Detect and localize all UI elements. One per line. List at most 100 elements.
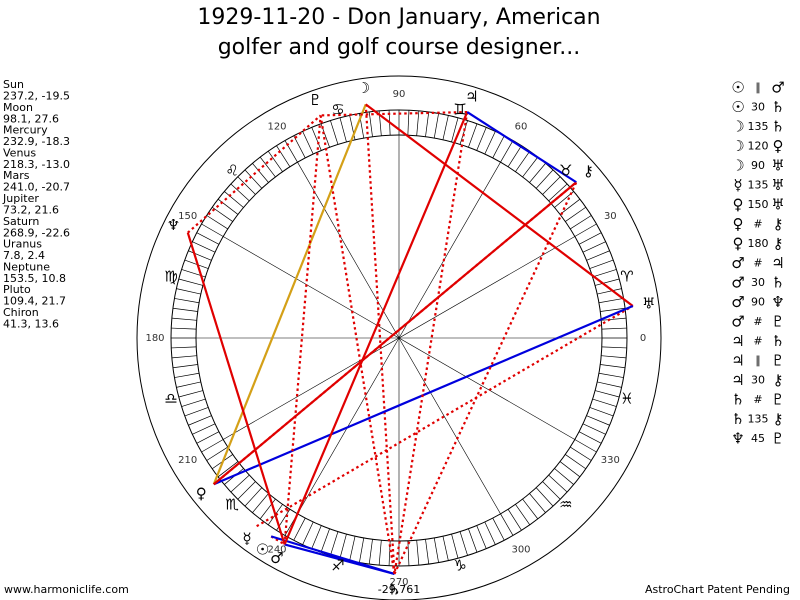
degree-tick [468, 123, 478, 148]
degree-tick [311, 525, 322, 549]
aspect-planet: ♄ [771, 274, 784, 292]
aspect-type: 45 [751, 432, 765, 445]
planet-glyph: ☉ [256, 540, 269, 558]
planet-name: Sun [3, 78, 24, 91]
degree-tick [178, 278, 204, 286]
aspect-planet: ♀ [733, 235, 744, 253]
degree-ticks [171, 110, 627, 566]
degree-tick [181, 398, 206, 407]
degree-tick [237, 481, 256, 500]
aspect-planet: ♇ [771, 352, 784, 370]
sign-glyph: ♋ [331, 101, 344, 119]
degree-tick [600, 364, 626, 369]
dial-label: 240 [267, 544, 286, 555]
degree-tick [559, 198, 581, 215]
dial-label: 150 [178, 211, 197, 222]
degree-tick [172, 307, 198, 312]
aspect-line [320, 110, 468, 117]
aspect-type: ∥ [755, 81, 761, 94]
planet-position: 153.5, 10.8 [3, 272, 66, 285]
aspect-line [283, 111, 469, 545]
degree-tick [565, 454, 586, 470]
degree-tick [293, 135, 306, 159]
degree-tick [330, 120, 339, 145]
planet-name: Venus [3, 146, 36, 159]
degree-tick [542, 176, 561, 195]
dial-label: 90 [393, 89, 406, 100]
degree-tick [252, 163, 269, 183]
planet-glyph: ♅ [642, 294, 655, 312]
sign-glyph: ♈ [620, 267, 633, 285]
degree-tick [600, 307, 626, 312]
degree-tick [368, 111, 373, 137]
aspect-type: # [753, 218, 762, 231]
aspect-type: 135 [748, 413, 769, 426]
degree-tick [559, 461, 581, 478]
footer-center: -29,761 [378, 583, 420, 596]
aspect-planet: ☽ [731, 157, 744, 175]
planet-position: 7.8, 2.4 [3, 249, 45, 262]
degree-tick [578, 232, 602, 245]
aspect-type: 120 [748, 140, 769, 153]
aspect-planet: ♆ [731, 430, 744, 448]
degree-tick [570, 215, 592, 230]
planet-glyph: ⚷ [583, 162, 594, 180]
planet-position: 218.3, -13.0 [3, 158, 70, 171]
degree-tick [601, 327, 627, 330]
degree-tick [601, 317, 627, 321]
aspect-planet: ⚷ [773, 235, 784, 253]
aspect-planet: ♅ [771, 196, 784, 214]
aspect-line [393, 111, 469, 575]
degree-tick [451, 117, 459, 143]
degree-tick [349, 536, 356, 561]
planet-position: 73.2, 21.6 [3, 204, 59, 217]
aspect-type: # [753, 315, 762, 328]
degree-tick [252, 493, 269, 513]
degree-tick [293, 517, 306, 541]
degree-tick [171, 355, 197, 359]
sign-glyph: ♌ [225, 162, 238, 180]
aspect-planet: ♆ [771, 293, 784, 311]
aspect-planet: ♄ [771, 118, 784, 136]
degree-tick [542, 481, 561, 500]
dial-label: 210 [178, 455, 197, 466]
aspect-planet: ☉ [731, 79, 744, 97]
dial-label: 0 [640, 333, 646, 344]
footer-left: www.harmoniclife.com [4, 583, 129, 596]
aspect-type: # [753, 335, 762, 348]
degree-tick [224, 191, 244, 208]
degree-tick [586, 250, 610, 261]
aspect-line [364, 104, 396, 575]
aspect-planet: ♇ [771, 313, 784, 331]
planet-glyph: ☽ [357, 79, 370, 97]
degree-tick [171, 317, 197, 321]
planet-position: 41.3, 13.6 [3, 318, 59, 331]
aspect-type: 30 [751, 101, 765, 114]
degree-tick [244, 487, 263, 507]
degree-tick [484, 131, 496, 155]
aspect-planet: ♀ [733, 196, 744, 214]
degree-tick [196, 431, 220, 444]
sign-glyph: ♍ [164, 267, 177, 285]
spokes [196, 135, 602, 541]
aspect-line [256, 305, 634, 528]
aspect-line [365, 103, 634, 307]
degree-tick [586, 415, 610, 426]
aspect-planet: ♃ [771, 254, 784, 272]
aspect-type: 135 [748, 179, 769, 192]
degree-tick [522, 156, 539, 178]
degree-tick [548, 183, 568, 202]
footer-right: AstroChart Patent Pending [645, 583, 790, 596]
degree-tick [425, 111, 430, 137]
aspect-line [466, 111, 577, 184]
degree-tick [416, 540, 420, 566]
degree-tick [574, 439, 597, 453]
degree-tick [515, 504, 531, 525]
degree-tick [442, 536, 449, 561]
dial-label: 60 [515, 122, 528, 133]
degree-tick [407, 540, 410, 566]
degree-tick [554, 468, 574, 485]
planet-glyph: ♃ [465, 87, 478, 105]
degree-tick [598, 298, 624, 304]
aspect-planet: ♃ [731, 371, 744, 389]
